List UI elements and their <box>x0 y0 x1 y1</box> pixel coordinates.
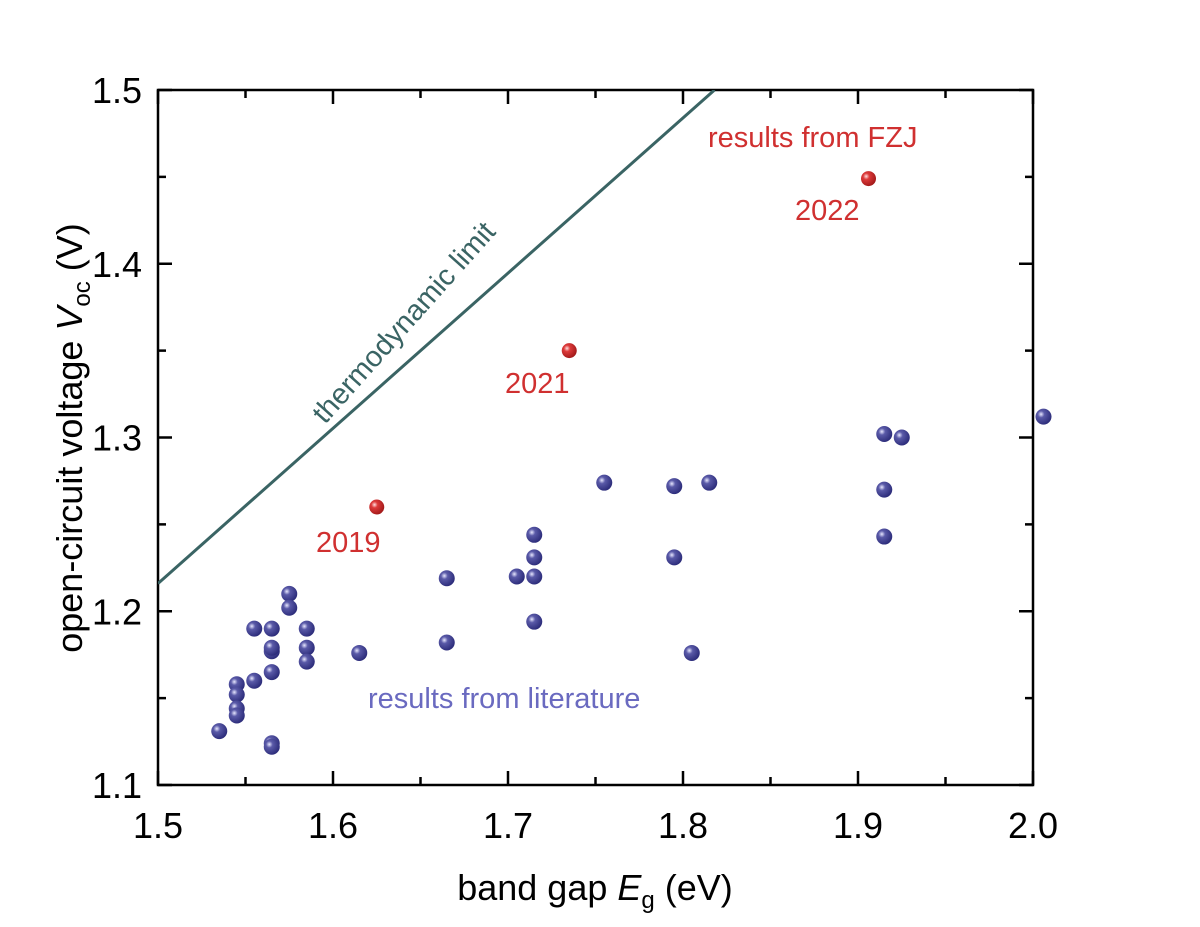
literature-point <box>228 686 245 703</box>
fzj-point <box>861 171 876 187</box>
label-2021: 2021 <box>505 368 570 400</box>
y-tick-label: 1.3 <box>92 418 142 459</box>
literature-point <box>1035 408 1052 425</box>
literature-point <box>596 474 613 491</box>
y-tick-label: 1.1 <box>92 765 142 806</box>
y-tick-label: 1.5 <box>92 70 142 111</box>
x-axis-label: band gap Eg (eV) <box>457 867 733 914</box>
literature-point <box>351 644 368 661</box>
literature-point <box>263 620 280 637</box>
literature-legend-label: results from literature <box>368 683 640 715</box>
x-tick-label: 1.7 <box>483 805 533 846</box>
thermodynamic-limit-label: thermodynamic limit <box>306 216 502 430</box>
literature-point <box>438 570 455 587</box>
literature-point <box>876 426 893 443</box>
literature-point <box>526 526 543 543</box>
x-tick-label: 1.5 <box>133 805 183 846</box>
literature-point <box>246 620 263 637</box>
literature-point <box>298 620 315 637</box>
literature-point <box>508 568 525 585</box>
literature-point <box>526 613 543 630</box>
literature-point <box>281 585 298 602</box>
literature-point <box>701 474 718 491</box>
literature-point <box>666 478 683 495</box>
literature-point <box>298 639 315 656</box>
literature-point <box>893 429 910 446</box>
y-tick-label: 1.2 <box>92 591 142 632</box>
literature-point <box>876 481 893 498</box>
literature-point <box>281 599 298 616</box>
literature-point <box>298 653 315 670</box>
label-2022: 2022 <box>795 195 860 227</box>
y-tick-label: 1.4 <box>92 244 142 285</box>
literature-point <box>211 723 228 740</box>
literature-point <box>526 568 543 585</box>
x-tick-label: 1.8 <box>658 805 708 846</box>
plot-frame <box>156 88 1035 787</box>
literature-point <box>263 639 280 656</box>
y-axis-label: open-circuit voltage Voc (V) <box>49 223 96 653</box>
literature-point <box>246 672 263 689</box>
label-2019: 2019 <box>316 527 381 559</box>
fzj-point <box>369 499 385 515</box>
literature-point <box>876 528 893 545</box>
fzj-point <box>561 343 577 359</box>
literature-point <box>683 644 700 661</box>
literature-point <box>263 664 280 681</box>
thermodynamic-limit-line <box>158 90 716 585</box>
literature-point <box>666 549 683 566</box>
x-tick-label: 1.6 <box>308 805 358 846</box>
fzj-legend-label: results from FZJ <box>708 122 917 154</box>
literature-point <box>526 549 543 566</box>
x-tick-label: 2.0 <box>1008 805 1058 846</box>
literature-point <box>438 634 455 651</box>
x-tick-label: 1.9 <box>833 805 883 846</box>
literature-point <box>228 707 245 724</box>
literature-point <box>263 738 280 755</box>
